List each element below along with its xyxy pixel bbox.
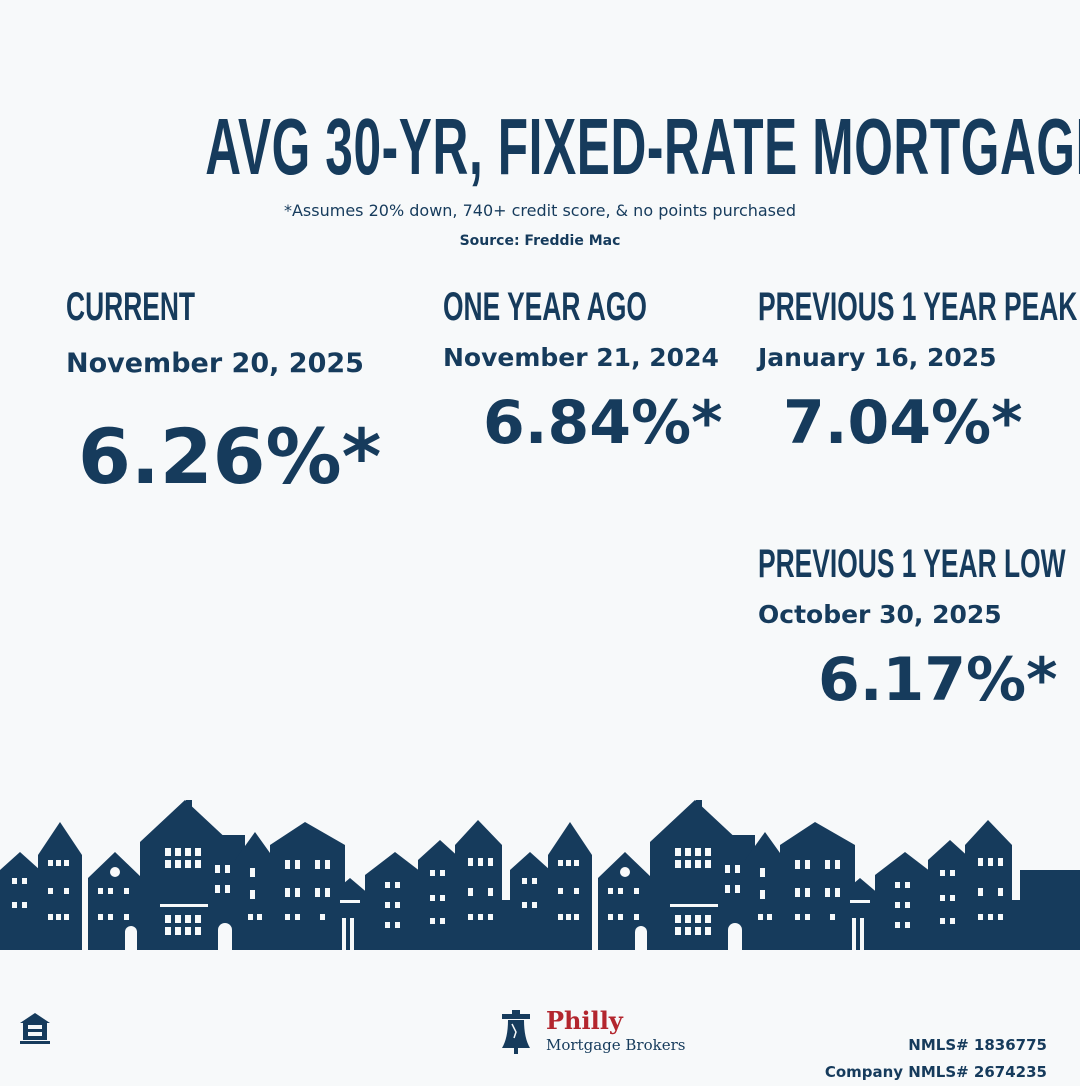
source-note: Source: Freddie Mac: [459, 233, 621, 249]
one-year-ago-label: ONE YEAR AGO: [443, 285, 647, 329]
company-nmls-number: Company NMLS# 2674235: [824, 1063, 1047, 1081]
low-rate: 6.17%*: [818, 645, 1058, 715]
license-info: NMLS# 1836775 Company NMLS# 2674235: [825, 1032, 1047, 1086]
peak-rate: 7.04%*: [783, 388, 1023, 458]
current-date: November 20, 2025: [66, 348, 364, 379]
one-year-ago-rate: 6.84%*: [483, 388, 723, 458]
brand-name: Philly: [546, 1006, 623, 1035]
low-date: October 30, 2025: [758, 600, 1002, 629]
peak-label: PREVIOUS 1 YEAR PEAK: [758, 285, 1078, 329]
page-title: AVG 30-YR, FIXED-RATE MORTGAGE: [205, 102, 1080, 191]
equal-housing-opportunity-icon: [18, 1011, 52, 1045]
one-year-ago-date: November 21, 2024: [443, 343, 719, 372]
low-label: PREVIOUS 1 YEAR LOW: [758, 542, 1066, 586]
brand-subtitle: Mortgage Brokers: [546, 1036, 686, 1054]
peak-date: January 16, 2025: [758, 343, 997, 372]
house-skyline-illustration: [0, 800, 1080, 950]
nmls-number: NMLS# 1836775: [908, 1036, 1047, 1054]
current-rate: 6.26%*: [78, 412, 382, 501]
liberty-bell-icon: [502, 1010, 530, 1054]
current-label: CURRENT: [66, 285, 196, 329]
assumptions-note: *Assumes 20% down, 740+ credit score, & …: [283, 201, 797, 220]
